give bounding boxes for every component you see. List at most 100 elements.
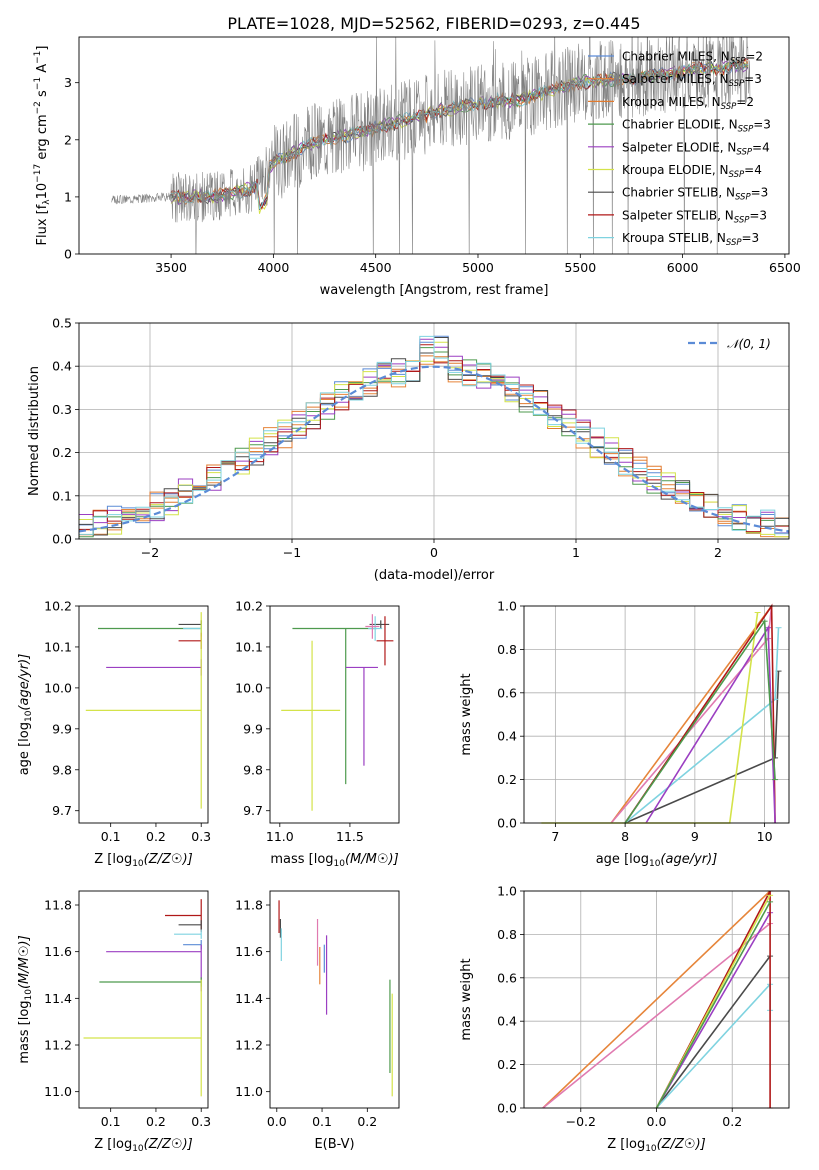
weight-series [541, 612, 759, 824]
y-tick-label: 0.4 [52, 359, 72, 374]
y-tick-label: 1.0 [497, 884, 517, 899]
weight-series [624, 627, 780, 824]
spectrum-lines [111, 37, 751, 254]
x-axis-label: Z [log10(Z/Z☉)] [94, 1137, 192, 1154]
y-tick-label: 1 [64, 189, 72, 204]
y-tick-label: 0.0 [52, 532, 72, 547]
weight-lines [538, 603, 782, 824]
histogram-lines [79, 335, 789, 538]
data-spectrum [111, 37, 751, 254]
age-weight-panel: 7 8 9 10 0.0 0.2 0.4 0.6 0.8 1.0 age [log10(age/yr… [459, 599, 790, 869]
y-tick-label: 11.2 [235, 1038, 263, 1053]
x-axis-label: E(B-V) [314, 1137, 354, 1152]
z-weight-panel: −0.2 0.0 0.2 0.0 0.2 0.4 0.6 0.8 1.0 Z [log10(Z/Z… [459, 884, 790, 1154]
x-axis-label: Z [log10(Z/Z☉)] [607, 1137, 705, 1154]
y-tick-label: 0.2 [52, 445, 72, 460]
x-tick-label: 9 [691, 829, 699, 844]
y-tick-label: 9.9 [243, 721, 263, 736]
legend-label: Salpeter MILES, NSSP=3 [622, 72, 762, 89]
y-tick-label: 0.2 [497, 772, 517, 787]
mass-age-panel: 11.0 11.5 9.7 9.8 9.9 10.0 10.1 10.2 mass [log10… [235, 599, 400, 869]
axes-frame [269, 890, 400, 1109]
y-tick-label: 0 [64, 247, 72, 262]
y-tick-label: 11.8 [235, 898, 263, 913]
y-tick-label: 9.8 [243, 762, 263, 777]
ebv-mass-panel: 0.0 0.1 0.2 11.0 11.2 11.4 11.6 11.8 E(B-V) [235, 890, 400, 1152]
legend-label: Chabrier STELIB, NSSP=3 [622, 186, 768, 203]
x-tick-label: 11.5 [336, 829, 364, 844]
y-tick-label: 0.4 [497, 729, 517, 744]
x-tick-label: 0.1 [101, 1114, 121, 1129]
z-age-panel: 0.1 0.2 0.3 9.7 9.8 9.9 10.0 10.1 10.2 Z [log10(Z… [17, 599, 211, 870]
x-axis-label: Z [log10(Z/Z☉)] [94, 852, 192, 869]
x-tick-label: 3500 [155, 260, 187, 275]
legend-label: Salpeter STELIB, NSSP=3 [622, 208, 767, 225]
normal-curve [79, 365, 789, 533]
y-tick-label: 0.0 [497, 1101, 517, 1116]
x-tick-label: 0.2 [722, 1114, 742, 1129]
z-mass-panel: 0.1 0.2 0.3 11.0 11.2 11.4 11.6 11.8 Z [log10(Z/… [17, 890, 211, 1154]
weight-series [655, 955, 771, 1109]
x-tick-label: 0 [430, 545, 438, 560]
y-tick-label: 10.1 [235, 639, 263, 654]
x-tick-label: 1 [572, 545, 580, 560]
weight-series [610, 605, 773, 824]
y-tick-label: 0.6 [497, 970, 517, 985]
x-tick-label: 0.1 [312, 1114, 332, 1129]
x-axis-label: wavelength [Angstrom, rest frame] [320, 283, 549, 298]
x-tick-label: 2 [714, 545, 722, 560]
weight-series [624, 671, 780, 824]
y-tick-label: 10.2 [235, 599, 263, 614]
x-tick-label: −1 [283, 545, 301, 560]
y-tick-label: 10.0 [44, 680, 72, 695]
weight-series [645, 625, 776, 824]
y-axis-label: mass [log10(M/M☉)] [17, 935, 34, 1063]
x-tick-label: 6500 [769, 260, 801, 275]
y-tick-label: 0.6 [497, 685, 517, 700]
residuals-panel: −2 −1 0 1 2 0.0 0.1 0.2 0.3 0.4 0.5 (data-model)/er… [27, 316, 790, 583]
x-tick-label: 4500 [360, 260, 392, 275]
y-tick-label: 11.0 [235, 1084, 263, 1099]
y-tick-label: 9.7 [52, 803, 72, 818]
x-axis-label: age [log10(age/yr)] [596, 852, 718, 869]
y-axis-label: age [log10(age/yr)] [17, 654, 34, 776]
errorbars [85, 612, 202, 809]
x-tick-label: 5500 [564, 260, 596, 275]
y-axis-label: Normed distribution [27, 366, 42, 496]
errorbars [281, 614, 394, 811]
axes-frame [78, 36, 790, 255]
legend-label: Kroupa STELIB, NSSP=3 [622, 231, 759, 248]
y-axis-label: Flux [fλ10−17 erg cm−2 s−1 A−1] [33, 46, 52, 246]
y-tick-label: 9.9 [52, 721, 72, 736]
x-tick-label: 6000 [667, 260, 699, 275]
chart-title: PLATE=1028, MJD=52562, FIBERID=0293, z=0… [227, 14, 640, 33]
y-tick-label: 0.4 [497, 1014, 517, 1029]
y-tick-label: 11.4 [44, 991, 72, 1006]
spectrum-panel: 3500 4000 4500 5000 5500 6000 6500 0 1 2 3 PLATE=10… [33, 14, 801, 298]
axes-frame [269, 605, 400, 824]
y-tick-label: 11.4 [235, 991, 263, 1006]
x-tick-label: 5000 [462, 260, 494, 275]
x-tick-label: 4000 [257, 260, 289, 275]
y-axis-label: mass weight [459, 958, 474, 1040]
x-tick-label: 0.2 [357, 1114, 377, 1129]
y-tick-label: 3 [64, 75, 72, 90]
y-axis-label: mass weight [459, 673, 474, 755]
axes-frame [78, 890, 209, 1109]
y-tick-label: 0.1 [52, 488, 72, 503]
weight-series [542, 890, 771, 1109]
y-tick-label: 0.0 [497, 816, 517, 831]
y-tick-label: 1.0 [497, 599, 517, 614]
legend-label: Chabrier ELODIE, NSSP=3 [622, 118, 771, 135]
y-tick-label: 11.8 [44, 898, 72, 913]
y-tick-label: 2 [64, 132, 72, 147]
y-tick-label: 0.3 [52, 402, 72, 417]
x-tick-label: −2 [141, 545, 159, 560]
x-tick-label: 7 [551, 829, 559, 844]
x-tick-label: 8 [621, 829, 629, 844]
weight-series [655, 912, 771, 1109]
legend-label: 𝒩(0, 1) [727, 337, 771, 351]
y-tick-label: 10.0 [235, 680, 263, 695]
y-tick-label: 11.6 [44, 944, 72, 959]
